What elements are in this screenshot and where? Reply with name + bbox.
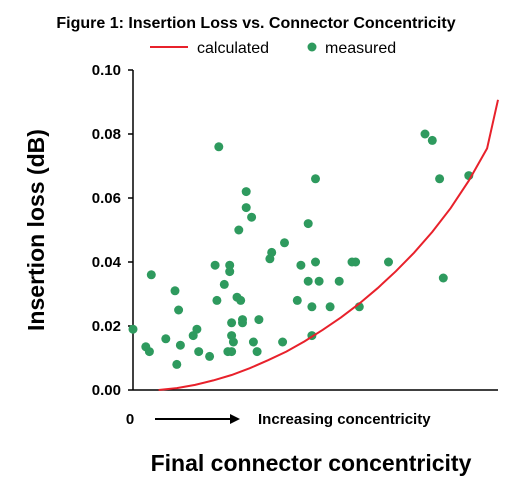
y-tick-label: 0.08	[92, 126, 121, 143]
measured-point	[236, 295, 246, 305]
measured-point	[225, 260, 235, 270]
measured-point	[296, 260, 306, 270]
y-tick-label: 0.00	[92, 382, 121, 399]
measured-point	[314, 276, 324, 286]
measured-point	[311, 174, 320, 184]
measured-point	[438, 273, 448, 283]
y-tick-label: 0.04	[92, 254, 122, 271]
measured-point	[174, 305, 184, 315]
x-start-label: 0	[126, 411, 134, 428]
plot-area	[133, 70, 498, 390]
y-tick-label: 0.02	[92, 318, 121, 335]
measured-point	[311, 257, 320, 267]
measured-point	[325, 302, 335, 312]
legend-measured-label: measured	[325, 40, 396, 57]
measured-point	[210, 260, 220, 270]
measured-point	[238, 318, 247, 328]
measured-point	[192, 324, 202, 334]
measured-point	[241, 187, 251, 197]
measured-point	[144, 347, 154, 357]
y-tick-label: 0.10	[92, 62, 121, 79]
measured-point	[267, 247, 277, 257]
x-direction-arrow	[155, 414, 240, 424]
measured-point	[225, 267, 235, 277]
measured-point	[227, 347, 237, 357]
legend: calculated measured	[150, 40, 396, 57]
measured-point	[420, 129, 430, 139]
measured-point	[334, 276, 344, 286]
measured-point	[161, 334, 171, 344]
measured-point	[228, 337, 238, 347]
measured-point	[252, 347, 262, 357]
measured-point	[212, 295, 222, 305]
measured-point	[427, 135, 437, 145]
measured-point	[254, 315, 264, 325]
measured-point	[170, 286, 180, 296]
x-axis-label: Final connector concentricity	[151, 450, 472, 476]
measured-point	[146, 270, 156, 280]
chart-title: Figure 1: Insertion Loss vs. Connector C…	[56, 15, 455, 32]
measured-point	[175, 340, 185, 350]
y-axis-ticks: 0.00 0.02 0.04 0.06 0.08 0.10	[92, 62, 133, 399]
measured-point	[435, 174, 445, 184]
measured-point	[247, 212, 257, 222]
y-tick-label: 0.06	[92, 190, 121, 207]
measured-point	[172, 359, 182, 369]
measured-point	[303, 276, 313, 286]
calculated-curve	[158, 99, 499, 391]
measured-point	[351, 257, 361, 267]
legend-calculated-label: calculated	[197, 40, 269, 57]
measured-point	[292, 295, 302, 305]
measured-point	[278, 337, 288, 347]
measured-point	[219, 279, 229, 289]
measured-point	[384, 257, 393, 267]
legend-measured-swatch	[307, 42, 317, 52]
series-layer	[128, 99, 499, 391]
measured-point	[234, 225, 244, 235]
measured-point	[280, 238, 289, 248]
y-axis-label: Insertion loss (dB)	[23, 129, 49, 331]
measured-point	[128, 324, 138, 334]
measured-point	[248, 337, 258, 347]
measured-point	[241, 203, 251, 213]
measured-point	[205, 351, 215, 361]
measured-point	[307, 302, 317, 312]
measured-point	[227, 318, 237, 328]
x-direction-label: Increasing concentricity	[258, 411, 431, 428]
measured-point	[214, 142, 224, 152]
measured-point	[194, 347, 204, 357]
measured-point	[303, 219, 313, 229]
